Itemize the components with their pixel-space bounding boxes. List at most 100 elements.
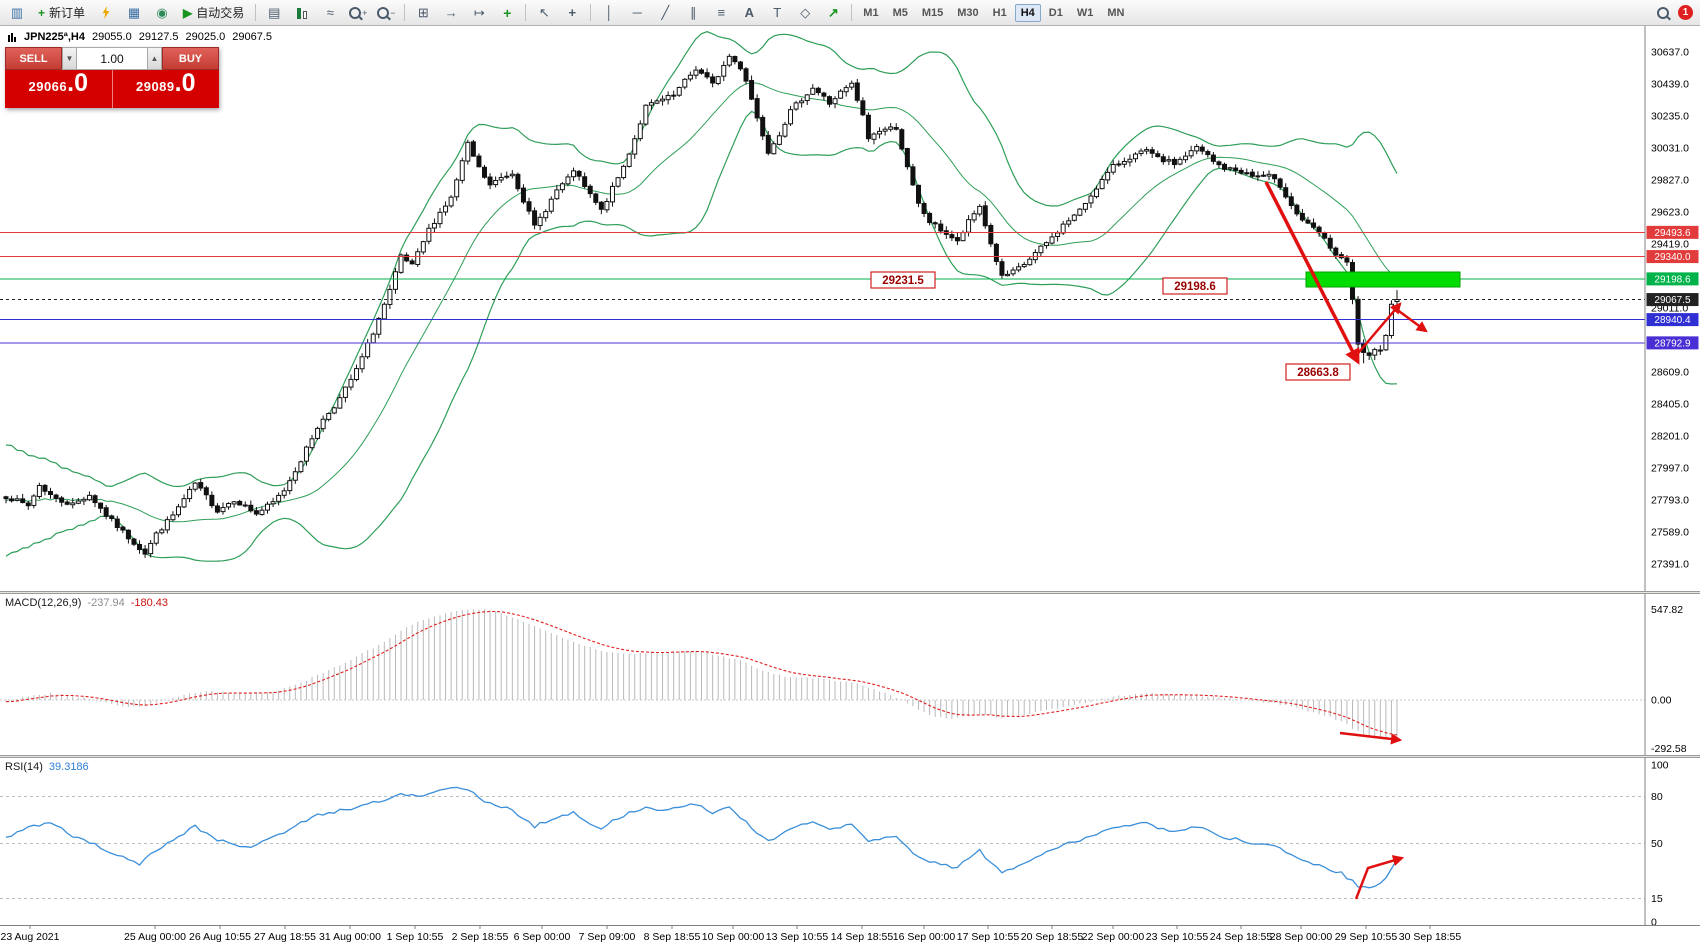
indicators-icon[interactable]: + [503,4,512,21]
new-order-label: 新订单 [49,6,86,20]
candlestick-chart-icon[interactable] [289,3,315,23]
volume-input[interactable] [77,47,147,70]
svg-text:29623.0: 29623.0 [1651,207,1689,219]
buy-button[interactable]: BUY [162,47,219,70]
macd-name: MACD(12,26,9) [5,597,82,609]
price-axis: 30637.0 30439.0 30235.0 30031.0 29827.0 29623… [1651,47,1689,929]
sell-price[interactable]: 29066 .0 [5,70,113,108]
svg-text:27589.0: 27589.0 [1651,527,1689,539]
autotrade-button[interactable]: ▶ 自动交易 [177,3,250,23]
macd-signal-value: -180.43 [130,597,169,609]
volume-up-button[interactable]: ▲ [147,47,162,70]
bar-chart-icon[interactable]: ▤ [268,5,281,20]
buy-price[interactable]: 29089 .0 [112,70,219,108]
separator [851,4,853,21]
data-window-icon[interactable]: ▦ [127,5,141,20]
line-chart-icon[interactable]: ≈ [326,5,334,20]
trendline-icon[interactable]: ╱ [661,5,670,20]
symbol-ohlc-line: JPN225ª,H4 29055.0 29127.5 29025.0 29067… [8,31,272,43]
chart-shift-icon[interactable]: ↦ [473,5,485,20]
green-zone[interactable] [1305,271,1461,288]
fibonacci-icon[interactable]: ≡ [717,5,726,20]
zoom-in-icon[interactable]: + [345,3,371,23]
cursor-icon[interactable]: ↖ [538,5,550,20]
timeframe-m15[interactable]: M15 [921,6,944,19]
price-badge: 29340.0 [1646,250,1699,264]
svg-text:22 Sep 00:00: 22 Sep 00:00 [1082,931,1145,943]
svg-text:0: 0 [1651,917,1657,929]
arrow-tool-icon[interactable]: ↗ [827,5,839,20]
price-levels[interactable] [0,231,1645,344]
svg-text:29198.6: 29198.6 [1654,274,1691,285]
zoom-out-icon[interactable]: − [373,3,399,23]
vertical-line-icon[interactable]: │ [605,5,614,20]
timeframe-h4[interactable]: H4 [1014,3,1041,22]
svg-text:8 Sep 18:55: 8 Sep 18:55 [644,931,701,943]
horizontal-line-icon[interactable]: ─ [632,5,642,20]
svg-text:25 Aug 00:00: 25 Aug 00:00 [124,931,186,943]
label-tool-icon[interactable]: T [773,5,782,20]
new-order-button[interactable]: + 新订单 [32,3,91,23]
svg-text:6 Sep 00:00: 6 Sep 00:00 [514,931,571,943]
timeframe-m30[interactable]: M30 [957,6,979,19]
timeframe-m1[interactable]: M1 [863,6,879,19]
svg-text:30235.0: 30235.0 [1651,111,1689,123]
svg-text:20 Sep 18:55: 20 Sep 18:55 [1021,931,1084,943]
symbol-name: JPN225ª,H4 [24,31,85,43]
sell-price-main: 29066 [28,79,68,94]
new-chart-icon[interactable]: ▥ [10,5,24,20]
market-watch-icon[interactable] [93,3,119,23]
timeframe-h1[interactable]: H1 [992,6,1007,19]
sell-price-frac: .0 [67,69,88,97]
svg-text:23 Aug 2021: 23 Aug 2021 [1,931,60,943]
drawn-arrow[interactable] [1353,302,1402,359]
navigator-icon[interactable]: ◉ [156,5,168,20]
separator [590,4,592,21]
rsi-pane [0,786,1645,899]
buy-price-main: 29089 [135,79,175,94]
text-tool-icon[interactable]: A [744,5,754,20]
svg-text:27793.0: 27793.0 [1651,495,1689,507]
timeframe-w1[interactable]: W1 [1076,6,1094,19]
svg-text:28 Sep 00:00: 28 Sep 00:00 [1270,931,1333,943]
crosshair-icon[interactable]: + [568,5,577,20]
shapes-icon[interactable]: ◇ [800,5,811,20]
svg-text:29340.0: 29340.0 [1654,252,1691,263]
candles [3,53,1400,558]
rsi-label: RSI(14) 39.3186 [5,761,89,773]
svg-text:1 Sep 10:55: 1 Sep 10:55 [387,931,444,943]
price-badge: 29493.6 [1646,225,1699,239]
one-click-trade-panel: SELL ▼ ▲ BUY 29066 .0 29089 .0 [5,47,219,108]
timeframe-m5[interactable]: M5 [892,6,908,19]
pane-divider[interactable] [0,755,1700,758]
drawn-arrow[interactable] [1339,731,1403,745]
notification-badge[interactable]: 1 [1678,5,1693,20]
tile-windows-icon[interactable]: ⊞ [417,5,429,20]
price-tag[interactable]: 29231.5 [870,271,936,289]
svg-text:28609.0: 28609.0 [1651,367,1689,379]
separator [255,4,257,21]
price-tag[interactable]: 29198.6 [1162,277,1228,295]
timeframe-d1[interactable]: D1 [1048,6,1063,19]
svg-text:27 Aug 18:55: 27 Aug 18:55 [254,931,316,943]
volume-down-button[interactable]: ▼ [62,47,77,70]
price-badge: 29067.5 [1646,293,1699,307]
svg-text:29 Sep 10:55: 29 Sep 10:55 [1335,931,1398,943]
drawn-arrow[interactable] [1354,855,1405,900]
channel-icon[interactable]: ∥ [690,5,697,20]
sell-button[interactable]: SELL [5,47,62,70]
svg-text:-292.58: -292.58 [1651,743,1687,755]
drawn-arrow[interactable] [1264,181,1360,365]
pane-divider[interactable] [0,591,1700,594]
price-tag[interactable]: 28663.8 [1285,363,1351,381]
svg-text:15: 15 [1651,893,1663,905]
svg-text:24 Sep 18:55: 24 Sep 18:55 [1210,931,1273,943]
search-icon[interactable] [1650,3,1676,23]
timeframe-mn[interactable]: MN [1107,6,1125,19]
auto-scroll-icon[interactable]: → [444,5,458,20]
rsi-value: 39.3186 [48,761,89,773]
drawn-arrow[interactable] [1391,304,1428,333]
svg-text:28940.4: 28940.4 [1654,315,1691,326]
svg-text:28792.9: 28792.9 [1654,338,1691,349]
